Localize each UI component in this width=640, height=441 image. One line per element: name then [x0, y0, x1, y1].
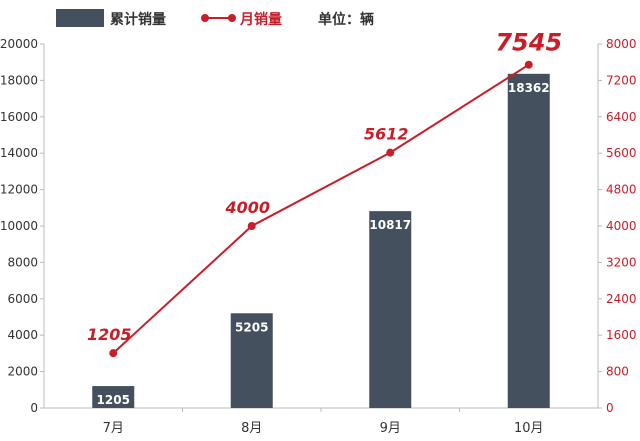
right-tick-label: 2400: [606, 292, 637, 306]
unit-label: 单位：辆: [318, 11, 374, 28]
bar-value-label: 10817: [369, 218, 411, 232]
right-tick-label: 5600: [606, 146, 637, 160]
right-tick-label: 7200: [606, 73, 637, 87]
left-tick-label: 6000: [7, 292, 38, 306]
right-tick-label: 6400: [606, 110, 637, 124]
line-point: [524, 60, 533, 69]
category-label: 8月: [241, 421, 262, 436]
right-tick-label: 8000: [606, 37, 637, 51]
right-tick-label: 1600: [606, 328, 637, 342]
right-tick-label: 800: [606, 365, 629, 379]
legend-line-label: 月销量: [239, 11, 282, 28]
legend-bar-swatch: [56, 9, 104, 27]
line-value-label: 7545: [495, 29, 562, 57]
left-tick-label: 14000: [0, 146, 38, 160]
legend-line-dot: [201, 14, 209, 22]
category-label: 10月: [514, 421, 544, 436]
line-value-label: 5612: [364, 125, 409, 144]
left-tick-label: 18000: [0, 73, 38, 87]
line-point: [109, 349, 118, 358]
left-tick-label: 20000: [0, 37, 38, 51]
bar-value-label: 18362: [508, 81, 550, 95]
category-label: 7月: [103, 421, 124, 436]
line-value-label: 1205: [87, 325, 132, 344]
line-point: [247, 222, 256, 230]
left-tick-label: 4000: [7, 328, 38, 342]
right-tick-label: 3200: [606, 255, 637, 269]
line-value-label: 4000: [224, 198, 270, 217]
bar-value-label: 5205: [235, 320, 268, 334]
left-tick-label: 12000: [0, 183, 38, 197]
left-tick-label: 0: [30, 401, 38, 415]
left-tick-label: 16000: [0, 110, 38, 124]
bar-value-label: 1205: [97, 393, 130, 407]
left-tick-label: 8000: [7, 255, 38, 269]
left-tick-label: 10000: [0, 219, 38, 233]
right-tick-label: 0: [606, 401, 614, 415]
right-tick-label: 4000: [606, 219, 637, 233]
line-series-path: [112, 63, 530, 354]
right-tick-label: 4800: [606, 183, 637, 197]
category-label: 9月: [380, 421, 401, 436]
bar-9月: [369, 211, 412, 408]
bar-10月: [507, 73, 550, 409]
left-tick-label: 2000: [7, 365, 38, 379]
legend-bar-label: 累计销量: [110, 11, 166, 28]
legend-line-dot: [228, 14, 236, 22]
line-point: [386, 148, 395, 157]
bar-8月: [230, 313, 273, 408]
bar-7月: [92, 386, 135, 408]
